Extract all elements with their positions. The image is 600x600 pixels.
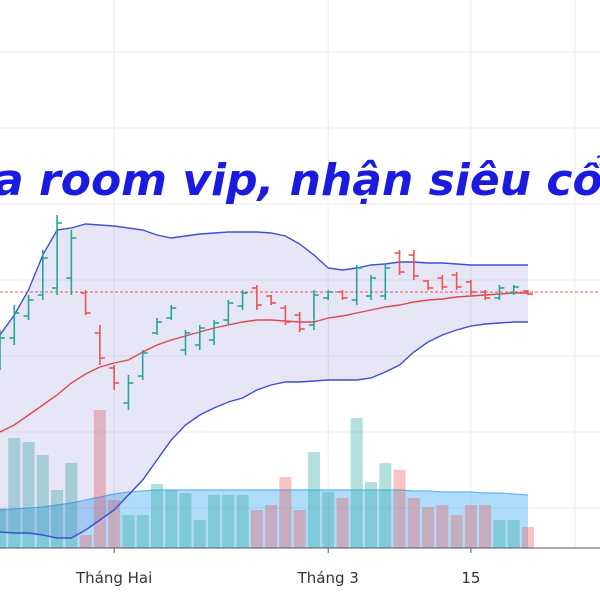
volume-bar: [0, 508, 6, 548]
volume-bar: [51, 490, 64, 548]
bollinger-lower: [0, 321, 528, 539]
volume-bar: [93, 410, 106, 548]
plot: [0, 215, 600, 548]
volume-bar: [236, 495, 249, 548]
volume-bar: [293, 510, 306, 548]
volume-bar: [208, 495, 221, 548]
volume-bar: [479, 505, 492, 548]
volume-bar: [422, 507, 435, 548]
volume-ma-line: [0, 489, 529, 511]
volume-bar: [165, 490, 178, 548]
volume-bar: [393, 470, 406, 548]
volume-bar: [179, 493, 192, 548]
volume-bar: [464, 505, 477, 548]
x-tick-label: 15: [461, 569, 480, 587]
volume-bar: [136, 515, 149, 548]
watermark: a room vip, nhận siêu cổ p: [0, 154, 600, 206]
volume-bar: [279, 477, 292, 548]
x-tick-label: Tháng Hai: [75, 569, 152, 587]
volume-bar: [436, 505, 449, 548]
volume-bar: [150, 484, 163, 548]
x-tick-label: Tháng 3: [297, 569, 359, 587]
volume-bar: [336, 498, 349, 548]
volume-bar: [350, 418, 363, 548]
volume-bar: [8, 438, 21, 548]
volume-bar: [193, 520, 206, 548]
volume-bar: [222, 495, 235, 548]
volume-bar: [265, 505, 278, 548]
volume-bar: [365, 482, 378, 548]
volume-bar: [521, 527, 534, 548]
volume-bar: [379, 463, 392, 548]
volume-bar: [407, 498, 420, 548]
volume-bar: [36, 455, 49, 548]
volume-bar: [450, 515, 463, 548]
volume-bar: [507, 520, 520, 548]
volume-bar: [22, 442, 35, 548]
grid: [0, 0, 600, 548]
volume-bar: [250, 510, 263, 548]
volume-bar: [493, 520, 506, 548]
bollinger-middle: [0, 292, 528, 433]
bollinger-fill: [0, 224, 528, 538]
volume-bar: [307, 452, 320, 548]
volume-bar: [79, 535, 92, 548]
volume-ma-area: [0, 490, 528, 548]
bollinger-upper: [0, 223, 528, 336]
volume-bar: [322, 492, 335, 548]
volume-bar: [65, 463, 78, 548]
volume-bar: [122, 515, 135, 548]
